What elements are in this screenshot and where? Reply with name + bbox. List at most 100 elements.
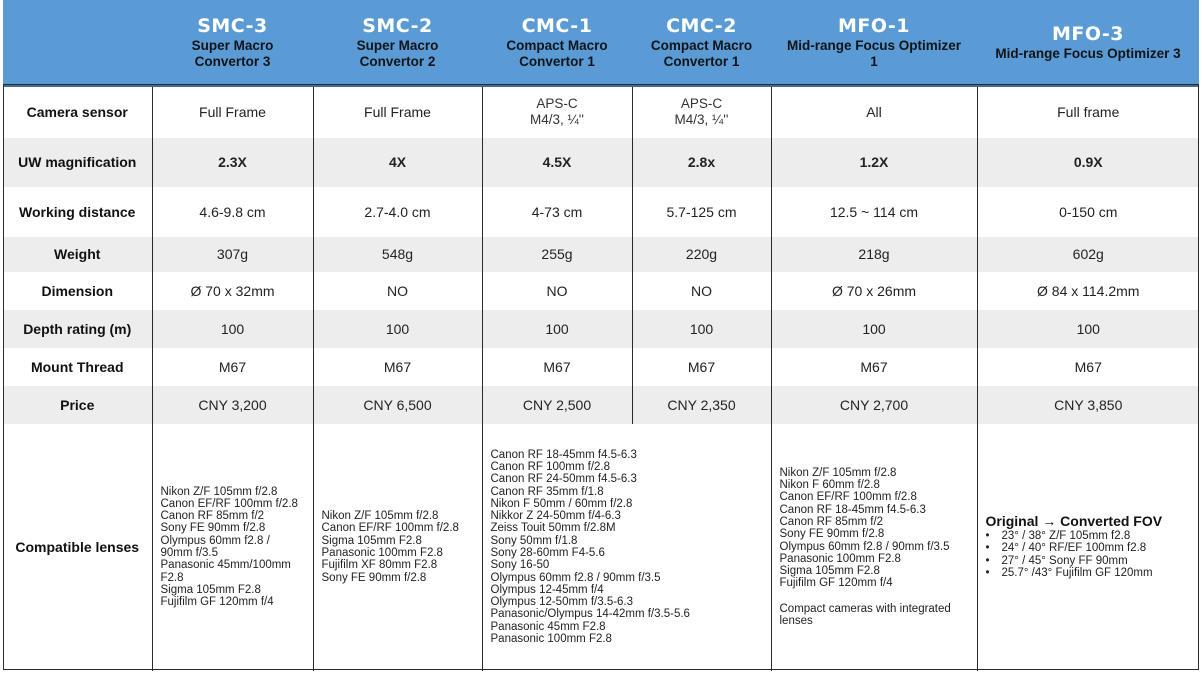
row-label: UW magnification bbox=[3, 137, 153, 187]
lens-item: Nikon F 50mm / 60mm f/2.8 bbox=[490, 497, 633, 510]
lens-item: Canon RF 100mm f/2.8 bbox=[490, 460, 611, 473]
cell-line: M4/3, ¼'' bbox=[530, 112, 584, 128]
cell-value: 100 bbox=[482, 309, 633, 348]
lens-item: Panasonic/Olympus 14-42mm f/3.5-5.6 bbox=[490, 608, 690, 621]
header-cmc2: CMC-2 Compact Macro Convertor 1 bbox=[632, 0, 771, 87]
fov-item: • 24° / 40° RF/EF 100mm f2.8 bbox=[985, 542, 1147, 555]
lens-item: Canon RF 85mm f/2 bbox=[779, 515, 884, 528]
row-camera-sensor: Camera sensor Full Frame Full Frame APS-… bbox=[3, 85, 1199, 138]
cell-value: M67 bbox=[313, 347, 483, 386]
header-row: SMC-3 Super Macro Convertor 3 SMC-2 Supe… bbox=[3, 0, 1199, 87]
row-mount-thread: Mount Thread M67 M67 M67 M67 M67 M67 bbox=[3, 347, 1199, 386]
lens-item: Sony FE 90mm f/2.8 bbox=[779, 528, 885, 541]
cell-value: CNY 3,850 bbox=[977, 385, 1199, 424]
row-uw-magnification: UW magnification 2.3X 4X 4.5X 2.8x 1.2X … bbox=[3, 137, 1199, 187]
lens-item: Canon RF 18-45mm f4.5-6.3 bbox=[779, 503, 926, 516]
cell-value: M67 bbox=[482, 347, 633, 386]
cell-value: 218g bbox=[771, 236, 978, 272]
lens-item: Panasonic 100mm F2.8 bbox=[779, 552, 901, 565]
cell-value: 255g bbox=[482, 236, 633, 272]
cell-value: Full Frame bbox=[313, 85, 483, 138]
lens-item: Panasonic 100mm F2.8 bbox=[321, 547, 443, 559]
lens-item: Sony 28-60mm F4-5.6 bbox=[490, 547, 605, 559]
header-smc3: SMC-3 Super Macro Convertor 3 bbox=[152, 0, 313, 87]
lens-item: Sony 16-50 bbox=[490, 559, 550, 572]
cell-value: CNY 3,200 bbox=[152, 385, 314, 424]
cell-value: 100 bbox=[632, 309, 772, 348]
row-compatible-lenses: Compatible lenses Nikon Z/F 105mm f/2.8 C… bbox=[3, 423, 1200, 671]
row-depth-rating: Depth rating (m) 100 100 100 100 100 100 bbox=[3, 309, 1199, 348]
lens-item: Canon RF 35mm f/1.8 bbox=[490, 485, 604, 498]
cell-value: CNY 2,500 bbox=[482, 385, 633, 424]
lens-list-smc2: Nikon Z/F 105mm f/2.8 Canon EF/RF 100mm f… bbox=[313, 423, 483, 671]
bullet-icon: • bbox=[985, 566, 990, 579]
cell-value: Ø 70 x 32mm bbox=[152, 271, 314, 310]
lens-item: Panasonic 45mm/100mm bbox=[160, 559, 291, 572]
cell-value: 4.5X bbox=[482, 137, 633, 187]
cell-value: 100 bbox=[771, 309, 978, 348]
cell-value: Ø 70 x 26mm bbox=[771, 271, 978, 310]
cell-line: APS-C bbox=[536, 96, 578, 112]
cell-value: 5.7-125 cm bbox=[632, 186, 772, 237]
lens-item: Sony FE 90mm f/2.8 bbox=[321, 571, 427, 584]
cell-value: M67 bbox=[771, 347, 978, 386]
lens-item: Sigma 105mm F2.8 bbox=[160, 583, 261, 596]
lens-item: Fujifilm GF 120mm f/4 bbox=[779, 577, 893, 590]
lens-item: Sony 50mm f/1.8 bbox=[490, 534, 578, 547]
lens-item: Nikon Z/F 105mm f/2.8 bbox=[160, 485, 278, 498]
bullet-icon: • bbox=[985, 554, 990, 567]
cell-value: APS-C M4/3, ¼'' bbox=[482, 85, 633, 138]
product-name: CMC-1 bbox=[521, 14, 593, 37]
lens-item: Olympus 12-45mm f/4 bbox=[490, 583, 604, 596]
product-full-name: 1 bbox=[870, 53, 878, 69]
bullet-icon: • bbox=[985, 542, 990, 555]
product-full-name: Super Macro bbox=[356, 37, 439, 53]
lens-item: F2.8 bbox=[160, 571, 184, 584]
lens-item: Olympus 60mm f2.8 / 90mm f/3.5 bbox=[779, 540, 950, 553]
row-label: Dimension bbox=[3, 271, 153, 310]
header-mfo1: MFO-1 Mid-range Focus Optimizer 1 bbox=[771, 0, 977, 87]
product-full-name: Convertor 1 bbox=[519, 53, 595, 69]
cell-value: 2.3X bbox=[152, 137, 314, 187]
lens-item: Zeiss Touit 50mm f/2.8M bbox=[490, 522, 616, 535]
header-cmc1: CMC-1 Compact Macro Convertor 1 bbox=[482, 0, 632, 87]
product-name: MFO-1 bbox=[838, 14, 910, 37]
row-label: Price bbox=[3, 385, 153, 424]
header-corner bbox=[3, 0, 152, 87]
row-working-distance: Working distance 4.6-9.8 cm 2.7-4.0 cm 4… bbox=[3, 186, 1199, 237]
cell-value: 0-150 cm bbox=[977, 186, 1199, 237]
fov-item: • 27° / 45° Sony FF 90mm bbox=[985, 554, 1128, 567]
cell-value: CNY 2,350 bbox=[632, 385, 772, 424]
cell-value: 0.9X bbox=[977, 137, 1199, 187]
row-label: Mount Thread bbox=[3, 347, 153, 386]
lens-item: Sigma 105mm F2.8 bbox=[779, 565, 880, 578]
fov-items: • 23° / 38° Z/F 105mm f2.8 • 24° / 40° RF/E… bbox=[986, 530, 1200, 579]
cell-value: CNY 2,700 bbox=[771, 385, 978, 424]
cell-value: 4X bbox=[313, 137, 483, 187]
lens-item: Canon EF/RF 100mm f/2.8 bbox=[160, 497, 298, 510]
lens-item: Sony FE 90mm f/2.8 bbox=[160, 522, 266, 535]
row-label: Camera sensor bbox=[3, 85, 153, 138]
cell-value: 100 bbox=[152, 309, 314, 348]
cell-value: 602g bbox=[977, 236, 1199, 272]
lens-item: Panasonic 100mm F2.8 bbox=[490, 633, 612, 646]
product-full-name: Mid-range Focus Optimizer bbox=[786, 37, 962, 53]
cell-value: NO bbox=[632, 271, 772, 310]
cell-value: 2.7-4.0 cm bbox=[313, 186, 483, 237]
product-full-name: Compact Macro bbox=[650, 37, 753, 53]
product-full-name: Convertor 3 bbox=[194, 53, 271, 69]
cell-value: 12.5 ~ 114 cm bbox=[771, 186, 978, 237]
lens-item: Olympus 60mm f2.8 / bbox=[160, 534, 270, 547]
fov-list-mfo3: Original → Converted FOV • 23° / 38° Z/F … bbox=[977, 423, 1200, 671]
header-mfo3: MFO-3 Mid-range Focus Optimizer 3 bbox=[977, 0, 1199, 87]
cell-value: M67 bbox=[977, 347, 1199, 386]
lens-item: 90mm f/3.5 bbox=[160, 547, 219, 559]
row-weight: Weight 307g 548g 255g 220g 218g 602g bbox=[3, 236, 1199, 272]
cell-value: APS-C M4/3, ¼'' bbox=[632, 85, 772, 138]
row-price: Price CNY 3,200 CNY 6,500 CNY 2,500 CNY … bbox=[3, 385, 1199, 424]
cell-value: M67 bbox=[152, 347, 314, 386]
row-label: Depth rating (m) bbox=[3, 309, 153, 348]
product-name: CMC-2 bbox=[666, 14, 737, 37]
cell-value: 1.2X bbox=[771, 137, 978, 187]
cell-value: All bbox=[771, 85, 978, 138]
